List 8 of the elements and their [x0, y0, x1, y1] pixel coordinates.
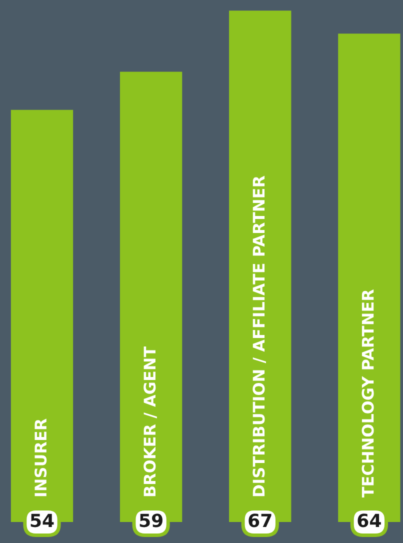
data-label: 64 [358, 514, 381, 528]
x-tick-label: BROKER / AGENT [144, 346, 157, 496]
data-label: 59 [140, 514, 162, 528]
data-label: 54 [30, 514, 54, 528]
data-label: 67 [248, 514, 272, 528]
x-tick-label: DISTRIBUTION / AFFILIATE PARTNER [252, 176, 266, 496]
x-tick-label: TECHNOLOGY PARTNER [362, 289, 374, 498]
x-tick-label: INSURER [34, 418, 47, 496]
